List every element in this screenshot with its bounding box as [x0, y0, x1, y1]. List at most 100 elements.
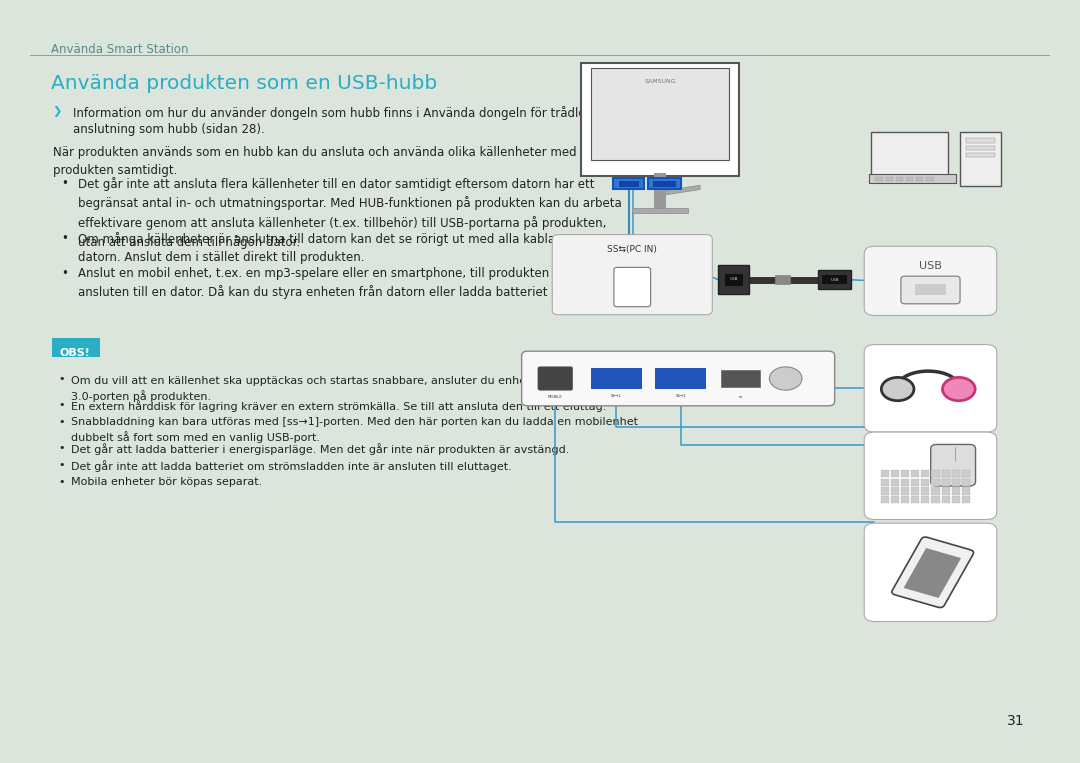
FancyBboxPatch shape [864, 345, 997, 432]
Circle shape [943, 378, 975, 401]
FancyBboxPatch shape [864, 432, 997, 520]
Text: SS⇆(PC IN): SS⇆(PC IN) [607, 245, 658, 254]
Bar [942, 488, 949, 494]
Bar [901, 470, 909, 477]
Bar [951, 488, 960, 494]
Text: Använda produkten som en USB-hubb: Använda produkten som en USB-hubb [51, 73, 437, 92]
Bar [721, 370, 760, 388]
Text: •: • [60, 266, 68, 280]
Text: Information om hur du använder dongeln som hubb finns i Använda dongeln för tråd: Information om hur du använder dongeln s… [73, 106, 592, 121]
FancyBboxPatch shape [538, 367, 572, 390]
Bar [912, 470, 919, 477]
Bar [967, 153, 995, 157]
Text: När produkten används som en hubb kan du ansluta och använda olika källenheter m: När produkten används som en hubb kan du… [53, 146, 577, 178]
Bar [656, 368, 706, 389]
FancyBboxPatch shape [869, 174, 956, 183]
Bar [921, 470, 930, 477]
Text: MOBILE: MOBILE [548, 394, 563, 398]
Text: Mobila enheter bör köpas separat.: Mobila enheter bör köpas separat. [71, 477, 262, 487]
Bar [891, 488, 899, 494]
FancyBboxPatch shape [648, 178, 680, 189]
Bar [962, 470, 970, 477]
Bar [619, 181, 639, 187]
Bar [654, 173, 666, 211]
FancyBboxPatch shape [901, 276, 960, 304]
Text: ⇹: ⇹ [739, 394, 742, 398]
Bar [591, 368, 642, 389]
FancyBboxPatch shape [892, 537, 973, 607]
Text: SAMSUNG: SAMSUNG [645, 79, 676, 84]
Text: Det går inte att ansluta flera källenheter till en dator samtidigt eftersom dato: Det går inte att ansluta flera källenhet… [78, 177, 622, 250]
Text: •: • [60, 177, 68, 190]
Text: USB: USB [831, 278, 839, 282]
FancyBboxPatch shape [864, 246, 997, 315]
FancyBboxPatch shape [552, 234, 713, 315]
Bar [967, 138, 995, 143]
Bar [942, 470, 949, 477]
Bar [927, 177, 933, 181]
Bar [951, 470, 960, 477]
Bar [951, 496, 960, 504]
Text: •: • [58, 417, 65, 427]
Bar [880, 488, 889, 494]
Text: •: • [58, 477, 65, 487]
Bar [912, 478, 919, 486]
Bar [632, 208, 688, 213]
FancyBboxPatch shape [613, 267, 650, 307]
Bar [901, 488, 909, 494]
Circle shape [769, 367, 802, 390]
Bar [880, 496, 889, 504]
FancyBboxPatch shape [931, 444, 975, 486]
Bar [942, 478, 949, 486]
Bar [915, 284, 946, 295]
Bar [653, 181, 676, 187]
Text: 31: 31 [1007, 714, 1024, 728]
Bar [921, 488, 930, 494]
Text: •: • [60, 233, 68, 246]
Bar [886, 177, 893, 181]
FancyBboxPatch shape [592, 69, 729, 159]
FancyBboxPatch shape [522, 351, 835, 406]
Bar [901, 496, 909, 504]
Text: Snabbladdning kan bara utföras med [ss→1]-porten. Med den här porten kan du ladd: Snabbladdning kan bara utföras med [ss→1… [71, 417, 638, 443]
FancyBboxPatch shape [581, 63, 740, 175]
Text: Använda Smart Station: Använda Smart Station [51, 43, 188, 56]
Bar [931, 478, 940, 486]
Text: •: • [58, 460, 65, 470]
Bar [725, 274, 743, 285]
Bar [951, 478, 960, 486]
Bar [962, 496, 970, 504]
Bar [906, 177, 914, 181]
Bar [931, 470, 940, 477]
FancyBboxPatch shape [613, 178, 644, 189]
FancyBboxPatch shape [718, 266, 750, 295]
Text: Det går att ladda batterier i energisparläge. Men det går inte när produkten är : Det går att ladda batterier i energispar… [71, 443, 569, 455]
Bar [916, 177, 923, 181]
Bar [901, 478, 909, 486]
Bar [895, 177, 903, 181]
FancyBboxPatch shape [904, 548, 961, 598]
Text: SS→2: SS→2 [675, 394, 686, 398]
Bar [931, 496, 940, 504]
FancyBboxPatch shape [52, 338, 99, 357]
Text: En extern hårddisk för lagring kräver en extern strömkälla. Se till att ansluta : En extern hårddisk för lagring kräver en… [71, 400, 606, 412]
Bar [891, 470, 899, 477]
Text: USB: USB [729, 277, 738, 281]
FancyBboxPatch shape [872, 132, 948, 175]
Bar [880, 478, 889, 486]
Bar [921, 478, 930, 486]
Text: ❯: ❯ [53, 106, 62, 118]
Text: USB: USB [919, 261, 942, 271]
Text: Om du vill att en källenhet ska upptäckas och startas snabbare, ansluter du enhe: Om du vill att en källenhet ska upptäcka… [71, 374, 633, 402]
Bar [921, 496, 930, 504]
Polygon shape [654, 185, 700, 197]
Text: SS→1: SS→1 [611, 394, 622, 398]
Bar [962, 478, 970, 486]
FancyBboxPatch shape [960, 132, 1001, 186]
Text: •: • [58, 400, 65, 410]
Text: Anslut en mobil enhet, t.ex. en mp3-spelare eller en smartphone, till produkten : Anslut en mobil enhet, t.ex. en mp3-spel… [78, 266, 615, 299]
Bar [876, 177, 882, 181]
Circle shape [881, 378, 914, 401]
Bar [967, 146, 995, 150]
Bar [912, 488, 919, 494]
